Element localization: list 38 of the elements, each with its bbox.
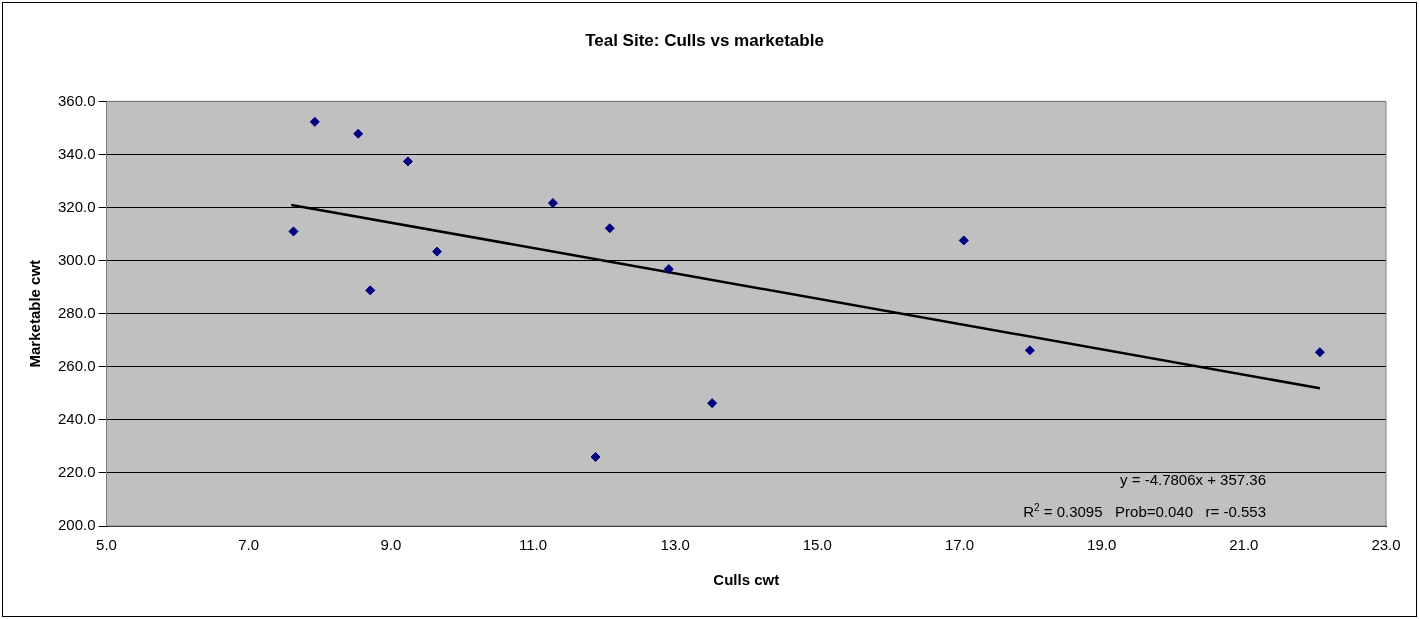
x-tick-label: 15.0 — [802, 536, 832, 554]
point — [288, 226, 299, 237]
y-tick-label: 360.0 — [57, 91, 96, 109]
y-tick-label: 220.0 — [57, 463, 96, 481]
point — [1314, 347, 1325, 358]
y-tick-label: 200.0 — [57, 516, 96, 534]
point — [432, 246, 443, 257]
point — [590, 452, 601, 462]
point — [547, 198, 558, 209]
point — [707, 398, 718, 409]
y-tick-label: 260.0 — [57, 356, 96, 374]
x-tick-label: 9.0 — [380, 536, 402, 554]
point — [309, 116, 320, 127]
x-tick-label: 19.0 — [1087, 536, 1117, 554]
point — [353, 128, 364, 139]
x-axis-title: Culls cwt — [713, 571, 780, 589]
y-tick-label: 240.0 — [57, 409, 96, 427]
x-tick-label: 17.0 — [944, 536, 975, 554]
x-tick-label: 11.0 — [518, 536, 548, 554]
point — [663, 264, 674, 275]
point — [958, 235, 969, 246]
y-axis-title: Marketable cwt — [26, 259, 44, 368]
point — [1024, 345, 1035, 356]
y-tick-label: 300.0 — [57, 250, 96, 268]
point — [402, 156, 413, 167]
annotation: y = -4.7806x + 357.36 — [1119, 470, 1266, 490]
annotation: R$^{2}$ = 0.3095 Prob=0.040 r= -0.553 — [1023, 501, 1266, 522]
point — [365, 285, 376, 296]
x-tick-label: 21.0 — [1229, 536, 1259, 554]
x-tick-label: 13.0 — [660, 536, 690, 554]
y-tick-label: 280.0 — [57, 303, 96, 321]
y-tick-label: 320.0 — [57, 197, 96, 215]
x-tick-label: 23.0 — [1371, 536, 1401, 554]
point — [604, 223, 615, 234]
x-tick-label: 7.0 — [238, 536, 260, 554]
chart-title: Teal Site: Culls vs marketable — [585, 30, 824, 50]
y-tick-label: 340.0 — [57, 144, 96, 162]
x-tick-label: 5.0 — [96, 536, 117, 554]
